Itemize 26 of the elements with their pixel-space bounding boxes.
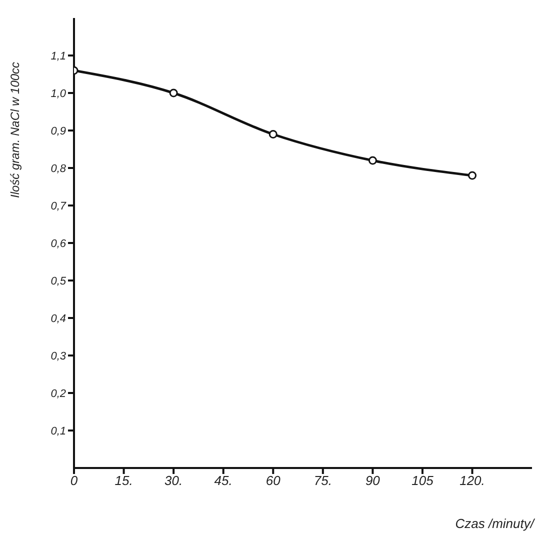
y-tick-label: 0,3 [50,350,67,362]
point [268,130,278,138]
y-tick-label: 1,1 [50,50,66,62]
y-tick-label: 0,9 [50,125,66,138]
y-tick-label: 1,0 [50,88,67,100]
x-tick-label: 120. [460,473,485,488]
point [368,156,377,165]
y-tick-label: 0,4 [50,312,66,325]
x-tick-label: 60 [266,473,282,488]
y-axis-title: Ilość gram. NaCl w 100cc [8,60,23,198]
y-tick-label: 0,6 [50,238,67,250]
point [169,88,178,98]
y-tick-label: 0,1 [50,425,66,438]
x-axis-title: Czas /minuty/ [455,516,534,531]
x-tick-label: 45. [214,473,232,488]
y-tick-label: 0,5 [50,275,67,288]
x-tick-label: 90 [365,473,381,488]
y-tick-label: 0,2 [50,388,66,400]
x-tick-label: 0 [70,473,78,488]
x-tick-label: 15. [114,473,133,488]
x-tick-label: 105 [412,473,434,488]
point [468,171,477,180]
x-tick-label: 30. [164,473,183,488]
x-tick-label: 75. [314,473,332,488]
y-tick-label: 0,8 [50,162,67,175]
y-tick-label: 0,7 [50,200,67,212]
